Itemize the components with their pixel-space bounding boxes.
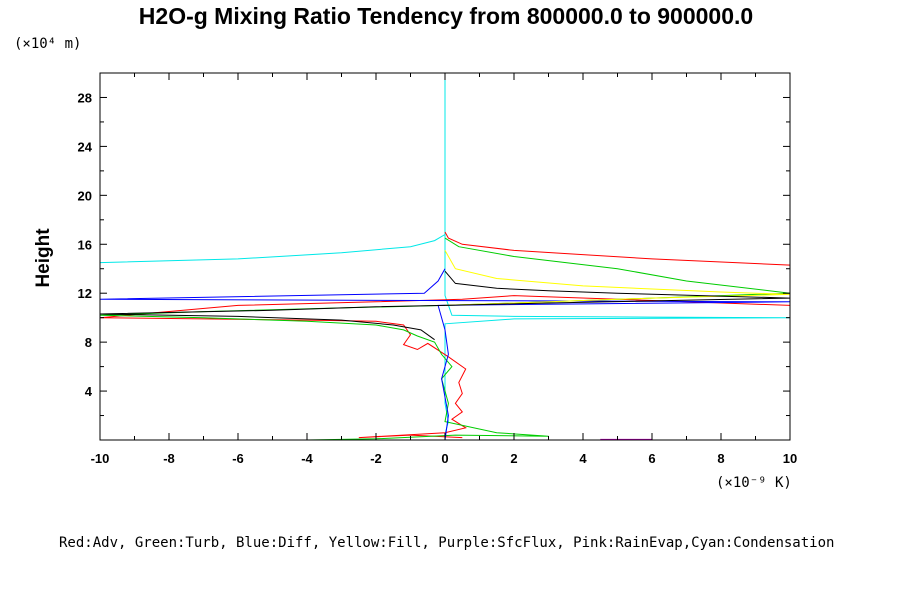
x-tick-label: -10 <box>91 451 110 466</box>
x-tick-label: 8 <box>717 451 724 466</box>
y-tick-label: 4 <box>85 384 93 399</box>
x-tick-label: 10 <box>783 451 797 466</box>
x-tick-label: -6 <box>232 451 244 466</box>
y-tick-label: 24 <box>78 139 93 154</box>
x-tick-label: -2 <box>370 451 382 466</box>
y-tick-label: 28 <box>78 90 92 105</box>
x-tick-label: 2 <box>510 451 517 466</box>
x-tick-label: -8 <box>163 451 175 466</box>
series-layer <box>99 73 791 441</box>
x-tick-label: 0 <box>441 451 448 466</box>
legend-text: Red:Adv, Green:Turb, Blue:Diff, Yellow:F… <box>59 535 834 551</box>
x-tick-label: -4 <box>301 451 313 466</box>
series-line-4 <box>444 250 791 306</box>
series-line-5 <box>99 270 791 341</box>
y-tick-label: 12 <box>78 286 92 301</box>
y-axis-label: Height <box>33 228 54 288</box>
series-line-2 <box>99 237 791 441</box>
x-tick-label: 6 <box>648 451 655 466</box>
y-axis-unit: (×10⁴ m) <box>14 36 81 52</box>
y-tick-label: 20 <box>78 188 92 203</box>
y-tick-label: 8 <box>85 335 92 350</box>
y-tick-label: 16 <box>78 237 92 252</box>
series-line-0 <box>99 73 791 440</box>
x-tick-label: 4 <box>579 451 587 466</box>
chart-title: H2O-g Mixing Ratio Tendency from 800000.… <box>139 3 753 29</box>
x-axis-unit: (×10⁻⁹ K) <box>716 475 792 491</box>
